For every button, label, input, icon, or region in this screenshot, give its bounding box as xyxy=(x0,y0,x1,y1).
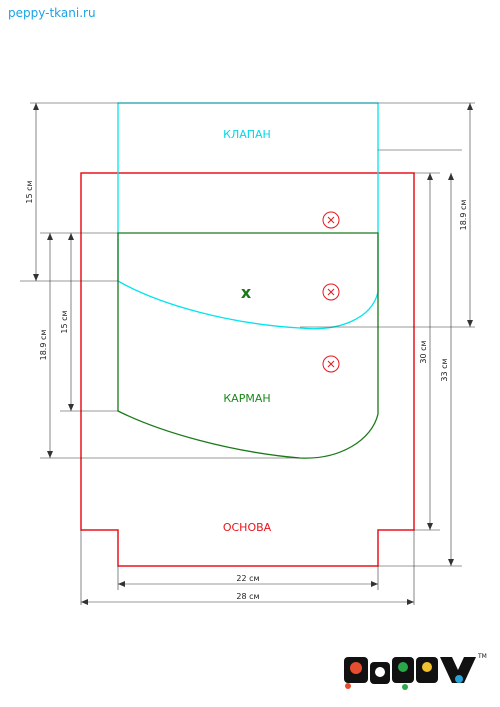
dim-left-flap: 15 см xyxy=(25,180,34,203)
dimension-lines xyxy=(20,102,475,605)
dim-right-30: 30 см xyxy=(419,340,428,363)
dim-width-outer: 28 см xyxy=(236,592,259,601)
label-pocket: КАРМАН xyxy=(223,392,270,405)
snap-mark-1-icon xyxy=(322,211,340,229)
pocket-outline xyxy=(117,232,379,459)
site-url: peppy-tkani.ru xyxy=(8,6,96,20)
logo-tm: TM xyxy=(477,653,487,660)
dimension-arrows xyxy=(33,103,473,605)
peppy-logo: TM xyxy=(344,653,487,690)
dim-left-pocket-outer: 18.9 см xyxy=(39,330,48,361)
base-outline xyxy=(80,172,415,567)
dim-right-33: 33 см xyxy=(440,358,449,381)
dim-width-inner: 22 см xyxy=(236,574,259,583)
center-cross-mark: x xyxy=(241,283,252,302)
dim-right-flap: 18.9 см xyxy=(459,200,468,231)
dim-left-pocket-inner: 15 см xyxy=(60,310,69,333)
snap-mark-2-icon xyxy=(322,283,340,301)
label-base: ОСНОВА xyxy=(223,521,272,534)
snap-mark-3-icon xyxy=(322,355,340,373)
snap-marks xyxy=(322,211,340,373)
label-flap: КЛАПАН xyxy=(223,128,271,141)
flap-outline xyxy=(117,102,379,330)
